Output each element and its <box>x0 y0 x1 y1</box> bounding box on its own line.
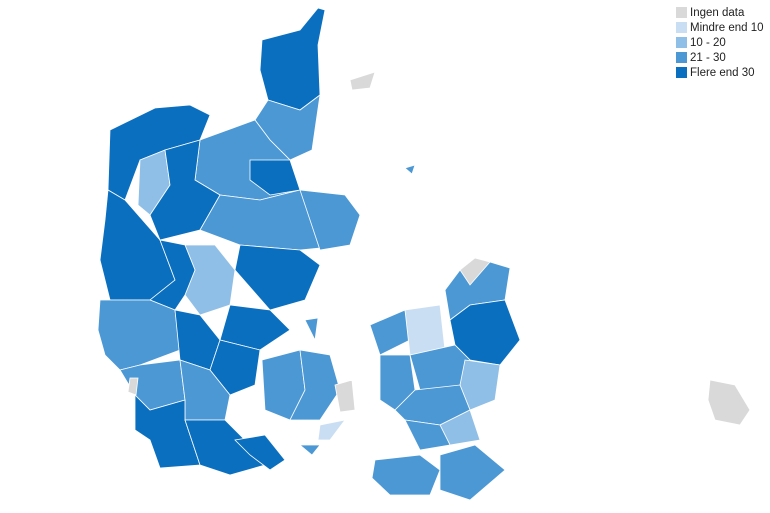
region-naestved[interactable] <box>404 419 451 451</box>
legend-swatch <box>676 67 687 78</box>
region-vendsyssel-north[interactable] <box>259 7 326 111</box>
region-langeland[interactable] <box>317 419 346 441</box>
region-silkeborg[interactable] <box>184 244 236 316</box>
region-aarhus[interactable] <box>234 244 321 311</box>
legend-item-21-30: 21 - 30 <box>676 50 764 65</box>
legend-label: Ingen data <box>690 6 745 19</box>
region-skanderborg[interactable] <box>219 304 291 351</box>
region-odense[interactable] <box>289 349 341 421</box>
region-lolland[interactable] <box>371 454 441 496</box>
legend: Ingen data Mindre end 10 10 - 20 21 - 30… <box>676 5 764 80</box>
region-ringkobing[interactable] <box>97 299 181 371</box>
legend-swatch <box>676 7 687 18</box>
region-bornholm[interactable] <box>707 379 751 426</box>
region-nyborg[interactable] <box>334 379 356 413</box>
region-djursland[interactable] <box>299 189 361 251</box>
region-laesoe[interactable] <box>349 71 376 91</box>
legend-label: Flere end 30 <box>690 66 755 79</box>
legend-label: 10 - 20 <box>690 36 726 49</box>
legend-item-less-than-10: Mindre end 10 <box>676 20 764 35</box>
legend-item-no-data: Ingen data <box>676 5 764 20</box>
region-helsingoer-grey[interactable] <box>459 257 491 286</box>
region-vejle[interactable] <box>209 339 261 396</box>
region-holbaek[interactable] <box>404 304 446 356</box>
region-fanoe[interactable] <box>127 377 139 396</box>
region-mariagerfjord[interactable] <box>249 159 301 196</box>
region-odsherred[interactable] <box>369 309 411 356</box>
legend-label: Mindre end 10 <box>690 21 764 34</box>
region-aero[interactable] <box>298 444 321 456</box>
legend-swatch <box>676 52 687 63</box>
region-herning[interactable] <box>149 239 196 311</box>
legend-swatch <box>676 37 687 48</box>
legend-item-more-than-30: Flere end 30 <box>676 65 764 80</box>
region-falster[interactable] <box>439 444 506 501</box>
region-koege[interactable] <box>459 359 501 411</box>
legend-item-10-20: 10 - 20 <box>676 35 764 50</box>
legend-label: 21 - 30 <box>690 51 726 64</box>
region-soenderborg[interactable] <box>234 434 286 471</box>
region-samsoe[interactable] <box>304 317 319 342</box>
legend-swatch <box>676 22 687 33</box>
region-anholt[interactable] <box>404 164 416 175</box>
